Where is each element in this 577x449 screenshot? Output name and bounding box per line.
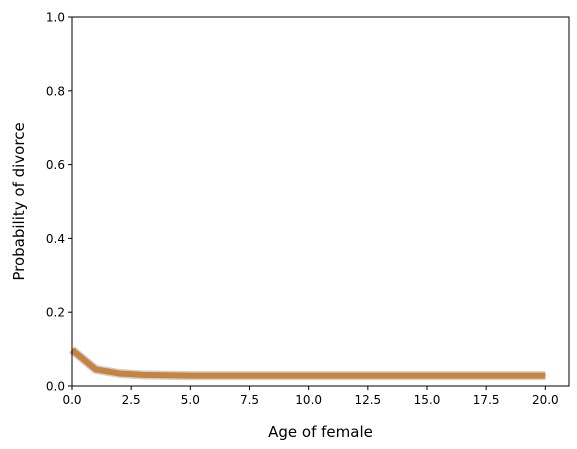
data-point: [95, 368, 97, 370]
plot-area: [69, 346, 546, 381]
y-tick-label: 0.8: [46, 84, 65, 98]
y-tick-label: 0.0: [46, 380, 65, 394]
x-tick-label: 7.5: [240, 393, 259, 407]
data-point: [260, 375, 262, 377]
x-axis-label: Age of female: [268, 423, 373, 441]
y-tick-label: 0.6: [46, 158, 65, 172]
data-point: [402, 375, 404, 377]
data-point: [521, 375, 523, 377]
x-tick-label: 15.0: [414, 393, 441, 407]
x-tick-label: 17.5: [473, 393, 500, 407]
x-tick-label: 10.0: [295, 393, 322, 407]
data-point: [379, 375, 381, 377]
data-point: [355, 375, 357, 377]
axes-frame: [71, 16, 570, 387]
y-axis: 0.0 0.2 0.4 0.6 0.8 1.0: [46, 11, 72, 394]
x-tick-label: 2.5: [122, 393, 141, 407]
x-axis: 0.0 2.5 5.0 7.5 10.0 12.5 15.0 17.5 20.0: [62, 386, 559, 407]
x-tick-label: 0.0: [62, 393, 81, 407]
y-tick-label: 1.0: [46, 11, 65, 25]
data-point: [331, 375, 333, 377]
data-point: [237, 375, 239, 377]
data-point: [166, 374, 168, 376]
data-point: [426, 375, 428, 377]
y-axis-label: Probability of divorce: [10, 122, 28, 280]
data-point: [118, 372, 120, 374]
data-point: [308, 375, 310, 377]
x-tick-label: 5.0: [181, 393, 200, 407]
x-tick-label: 20.0: [532, 393, 559, 407]
data-point: [142, 374, 144, 376]
y-tick-label: 0.2: [46, 306, 65, 320]
data-point: [497, 375, 499, 377]
data-point: [284, 375, 286, 377]
data-point: [473, 375, 475, 377]
y-tick-label: 0.4: [46, 232, 65, 246]
data-point: [544, 375, 546, 377]
data-point: [189, 375, 191, 377]
data-point: [213, 375, 215, 377]
data-point: [450, 375, 452, 377]
x-tick-label: 12.5: [354, 393, 381, 407]
